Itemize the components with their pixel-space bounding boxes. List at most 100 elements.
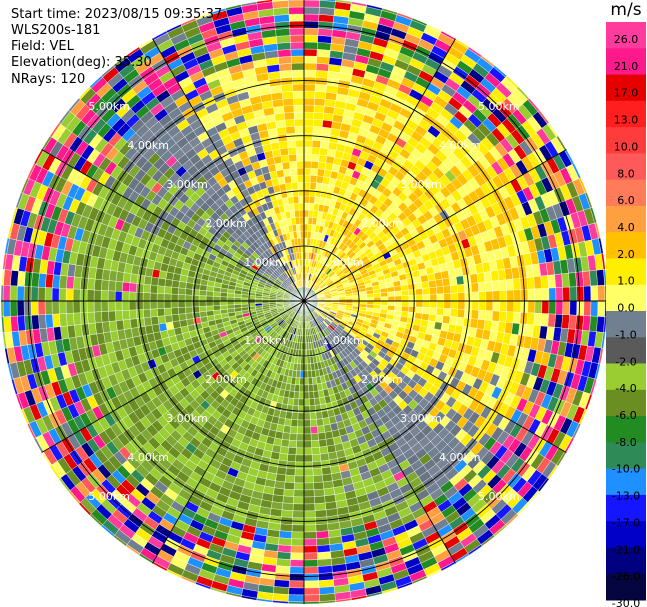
range-gate (291, 531, 305, 540)
range-gate (299, 370, 305, 379)
range-gate (604, 284, 608, 302)
range-gate (297, 412, 305, 421)
range-gate (303, 230, 308, 239)
range-gate (278, 452, 289, 462)
range-gate (317, 551, 332, 560)
range-gate (233, 304, 242, 309)
range-gate (24, 315, 33, 331)
range-gate (287, 601, 305, 605)
range-gate (58, 300, 67, 314)
range-gate (313, 474, 324, 483)
range-gate (93, 300, 102, 313)
range-gate (289, 426, 298, 434)
range-gate (277, 544, 292, 553)
range-gate (303, 202, 310, 211)
range-gate (198, 300, 207, 307)
range-gate (513, 289, 522, 302)
range-gate (534, 300, 543, 314)
range-gate (303, 545, 318, 554)
range-gate (185, 288, 193, 296)
range-gate (463, 283, 472, 293)
range-gate (443, 285, 451, 294)
range-gate (470, 309, 479, 320)
range-gate (185, 312, 194, 320)
range-gate (541, 288, 550, 302)
range-gate (171, 279, 180, 288)
range-gate (307, 370, 313, 379)
range-gate (428, 279, 437, 288)
range-gate (366, 293, 375, 298)
range-gate (10, 315, 19, 332)
range-gate (597, 285, 606, 302)
range-gate (44, 300, 53, 315)
range-gate (576, 300, 585, 316)
range-gate (316, 56, 330, 65)
range-gate (303, 90, 316, 99)
range-gate (303, 412, 311, 421)
range-gate (316, 544, 331, 553)
range-gate (192, 311, 201, 319)
range-gate (303, 524, 317, 533)
range-gate (575, 271, 584, 287)
range-gate (499, 300, 508, 312)
range-gate (303, 20, 319, 29)
range-gate (38, 273, 47, 288)
range-gate (313, 390, 320, 399)
range-gate (303, 83, 316, 92)
range-gate (226, 296, 235, 302)
range-gate (426, 273, 436, 282)
range-gate (319, 0, 336, 9)
range-gate (290, 552, 305, 561)
range-gate (317, 168, 326, 177)
range-gate (314, 509, 327, 518)
range-gate (429, 293, 438, 302)
range-gate (226, 304, 235, 310)
range-gate (65, 300, 74, 314)
range-gate (283, 488, 295, 497)
range-gate (589, 270, 598, 287)
range-gate (582, 315, 591, 332)
range-gate (122, 281, 131, 292)
range-gate (303, 160, 312, 169)
range-gate (415, 306, 423, 314)
range-gate (547, 274, 556, 289)
range-gate (526, 312, 535, 326)
range-gate (184, 294, 193, 302)
range-gate (303, 104, 315, 113)
range-gate (526, 276, 535, 290)
range-gate (66, 275, 75, 290)
range-gate (128, 291, 137, 302)
range-gate (311, 140, 321, 148)
range-gate (288, 580, 305, 589)
range-gate (568, 272, 577, 288)
range-gate (164, 286, 172, 295)
range-gate (303, 426, 312, 435)
range-gate (310, 175, 318, 183)
range-gate (498, 279, 507, 291)
range-gate (276, 466, 287, 476)
range-gate (366, 300, 375, 305)
range-gate (303, 13, 320, 22)
range-gate (310, 426, 319, 434)
range-gate (279, 523, 293, 532)
range-gate (450, 292, 459, 302)
range-gate (129, 318, 139, 329)
range-gate (583, 300, 592, 317)
range-gate (294, 468, 305, 477)
range-gate (562, 286, 571, 302)
range-gate (428, 314, 437, 323)
range-gate (321, 466, 332, 476)
range-gate (315, 70, 329, 79)
range-gate (312, 383, 319, 392)
range-gate (499, 290, 508, 302)
range-gate (455, 275, 465, 286)
range-gate (315, 63, 330, 72)
range-gate (199, 311, 208, 318)
range-gate (303, 356, 308, 365)
range-gate (291, 524, 305, 533)
range-gate (316, 537, 330, 546)
range-gate (303, 573, 319, 582)
range-gate (308, 384, 314, 393)
range-gate (296, 433, 305, 442)
range-gate (590, 285, 599, 302)
